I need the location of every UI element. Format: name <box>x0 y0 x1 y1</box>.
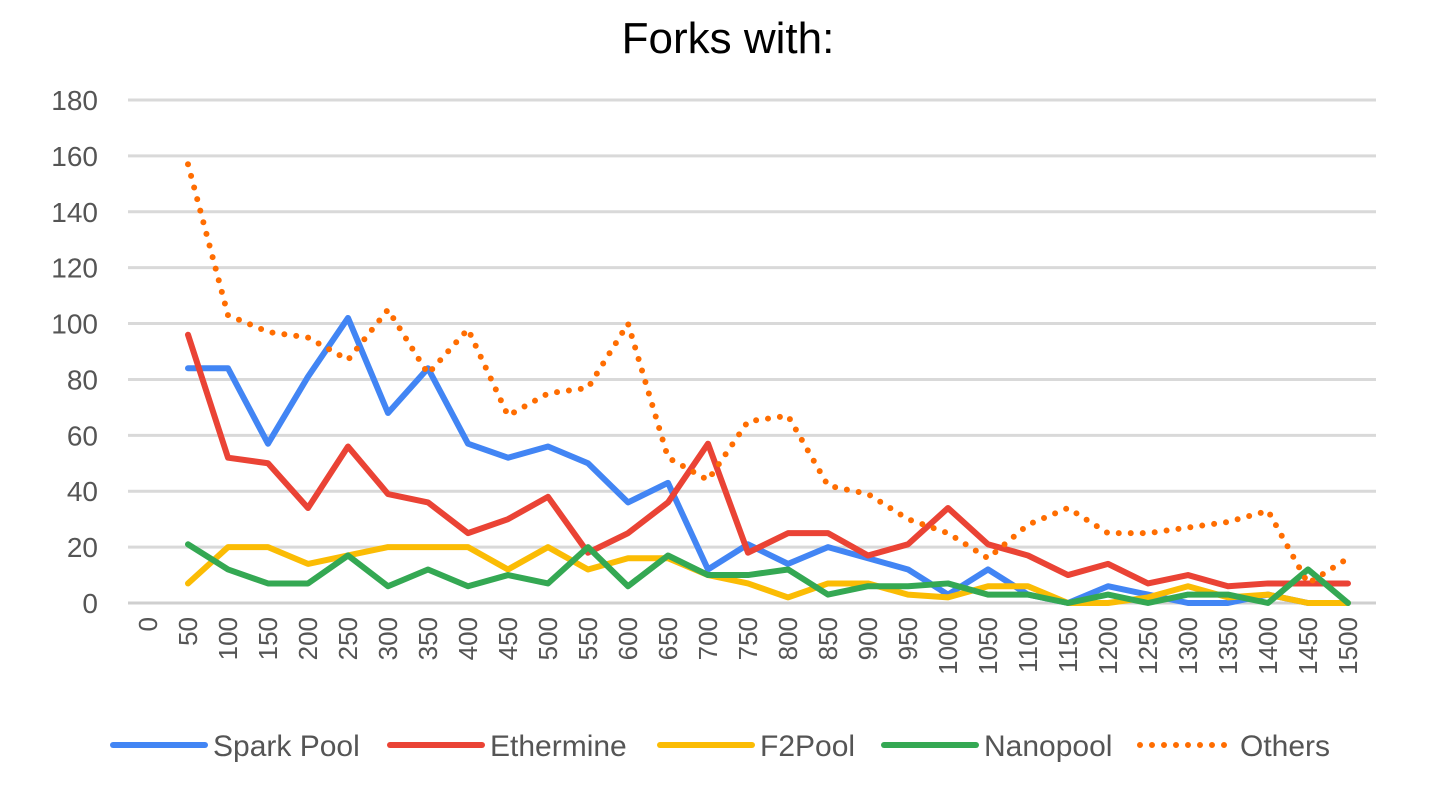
legend-label: Ethermine <box>490 730 627 763</box>
y-tick-label: 80 <box>67 364 98 395</box>
series-lines <box>185 161 1351 606</box>
chart-title: Forks with: <box>621 14 835 63</box>
x-tick-label: 1200 <box>1093 617 1123 675</box>
x-tick-label: 100 <box>213 617 243 660</box>
x-tick-label: 1000 <box>933 617 963 675</box>
x-tick-label: 300 <box>373 617 403 660</box>
x-tick-label: 450 <box>493 617 523 660</box>
x-tick-label: 750 <box>733 617 763 660</box>
legend: Spark Pool Ethermine F2Pool Nanopool Others <box>110 730 1330 763</box>
x-tick-label: 550 <box>573 617 603 660</box>
x-tick-label: 900 <box>853 617 883 660</box>
x-tick-label: 200 <box>293 617 323 660</box>
x-tick-label: 500 <box>533 617 563 660</box>
y-tick-label: 180 <box>51 85 98 116</box>
x-tick-label: 350 <box>413 617 443 660</box>
series-line-f2pool <box>185 544 1351 606</box>
x-tick-label: 1150 <box>1053 617 1083 673</box>
x-tick-label: 1400 <box>1253 617 1283 675</box>
x-tick-label: 0 <box>133 617 163 631</box>
x-tick-label: 50 <box>173 617 203 646</box>
x-tick-label: 850 <box>813 617 843 660</box>
y-tick-label: 60 <box>67 420 98 451</box>
x-tick-label: 1450 <box>1293 617 1323 675</box>
x-tick-label: 950 <box>893 617 923 660</box>
y-tick-label: 20 <box>67 532 98 563</box>
x-tick-label: 650 <box>653 617 683 660</box>
x-tick-label: 1300 <box>1173 617 1203 675</box>
series-line-nanopool <box>185 541 1351 606</box>
x-tick-label: 250 <box>333 617 363 660</box>
x-tick-label: 1050 <box>973 617 1003 675</box>
legend-label: Spark Pool <box>213 730 360 763</box>
y-tick-label: 120 <box>51 253 98 284</box>
y-tick-label: 100 <box>51 309 98 340</box>
y-tick-label: 160 <box>51 141 98 172</box>
x-tick-label: 600 <box>613 617 643 660</box>
legend-label: Nanopool <box>984 730 1112 763</box>
series-line-ethermine <box>185 331 1351 590</box>
x-tick-label: 150 <box>253 617 283 660</box>
x-tick-label: 400 <box>453 617 483 660</box>
series-line-others <box>185 161 1351 587</box>
x-axis-ticks: 0 50 100 150 200 250 300 350 400 450 500 550 600 650 7… <box>133 617 1363 675</box>
legend-label: Others <box>1240 730 1330 763</box>
y-axis-ticks: 0 20 40 60 80 100 120 140 160 180 <box>51 85 98 619</box>
y-tick-label: 0 <box>82 588 98 619</box>
x-tick-label: 1100 <box>1013 617 1043 673</box>
x-tick-label: 1500 <box>1333 617 1363 675</box>
x-tick-label: 1350 <box>1213 617 1243 675</box>
x-tick-label: 800 <box>773 617 803 660</box>
y-tick-label: 40 <box>67 476 98 507</box>
legend-label: F2Pool <box>760 730 855 763</box>
x-tick-label: 1250 <box>1133 617 1163 675</box>
y-tick-label: 140 <box>51 197 98 228</box>
x-tick-label: 700 <box>693 617 723 660</box>
